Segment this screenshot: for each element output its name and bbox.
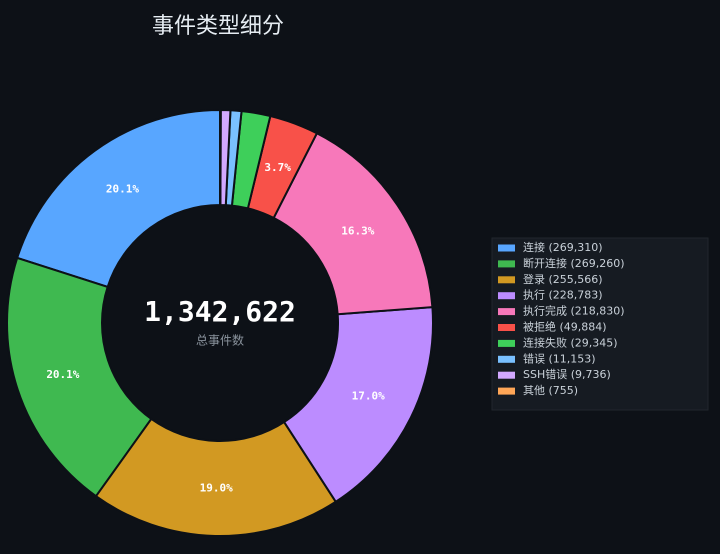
- legend-swatch[interactable]: [498, 355, 515, 363]
- legend-swatch[interactable]: [498, 324, 515, 331]
- legend-swatch[interactable]: [498, 260, 515, 268]
- legend-label[interactable]: 连接 (269,310): [523, 241, 603, 254]
- legend-swatch[interactable]: [498, 387, 515, 395]
- slice-label: 20.1%: [46, 368, 79, 381]
- center-sublabel: 总事件数: [196, 333, 244, 348]
- legend-label[interactable]: 错误 (11,153): [523, 351, 596, 365]
- legend-label[interactable]: 执行 (228,783): [523, 288, 603, 302]
- legend-label[interactable]: 执行完成 (218,830): [523, 304, 625, 318]
- legend-swatch[interactable]: [498, 339, 515, 347]
- slice: [15, 108, 221, 289]
- legend-label[interactable]: 其他 (755): [523, 384, 578, 397]
- slice-label: 17.0%: [352, 390, 385, 403]
- legend-box: [491, 237, 709, 411]
- chart-title: 事件类型细分: [152, 14, 284, 39]
- legend-swatch[interactable]: [498, 276, 515, 284]
- slice: [94, 417, 338, 537]
- legend-label[interactable]: 连接失败 (29,345): [523, 335, 618, 349]
- legend-label[interactable]: 被拒绝 (49,884): [523, 320, 607, 334]
- legend-swatch[interactable]: [498, 308, 515, 316]
- legend-label[interactable]: 登录 (255,566): [523, 272, 603, 286]
- slice-label: 20.1%: [106, 182, 139, 195]
- slice-label: 16.3%: [341, 224, 374, 237]
- center-label: 1,342,622: [144, 295, 296, 328]
- slice: [6, 256, 153, 498]
- legend-swatch[interactable]: [498, 371, 515, 379]
- slice-label: 19.0%: [200, 481, 233, 494]
- legend-label[interactable]: SSH错误 (9,736): [523, 367, 611, 381]
- slice-label: 3.7%: [264, 161, 291, 174]
- legend-swatch[interactable]: [498, 292, 515, 300]
- legend-swatch[interactable]: [498, 244, 515, 252]
- legend-label[interactable]: 断开连接 (269,260): [523, 256, 625, 270]
- slice: [219, 108, 222, 207]
- slice: [282, 306, 434, 504]
